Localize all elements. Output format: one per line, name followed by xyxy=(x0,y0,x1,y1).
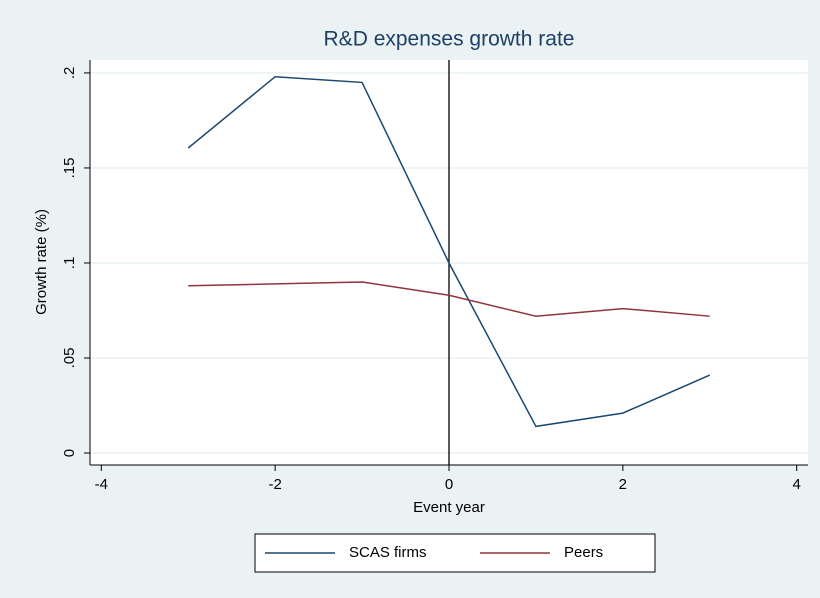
y-axis-title: Growth rate (%) xyxy=(33,209,50,315)
y-tick-label: .1 xyxy=(61,257,78,270)
y-tick-label: 0 xyxy=(61,449,78,457)
y-tick-label: .05 xyxy=(61,348,78,369)
x-tick-label: 0 xyxy=(445,476,453,493)
y-tick-label: .2 xyxy=(61,67,78,80)
x-tick-label: -4 xyxy=(95,476,108,493)
data-line xyxy=(187,75,711,428)
legend-label: SCAS firms xyxy=(349,544,427,561)
x-axis-title: Event year xyxy=(413,499,485,516)
data-line xyxy=(188,281,710,317)
x-tick-label: -2 xyxy=(268,476,281,493)
x-tick-label: 4 xyxy=(793,476,801,493)
y-tick-label: .15 xyxy=(61,158,78,179)
x-tick-label: 2 xyxy=(619,476,627,493)
chart-title: R&D expenses growth rate xyxy=(324,28,575,51)
legend-label: Peers xyxy=(564,544,603,561)
